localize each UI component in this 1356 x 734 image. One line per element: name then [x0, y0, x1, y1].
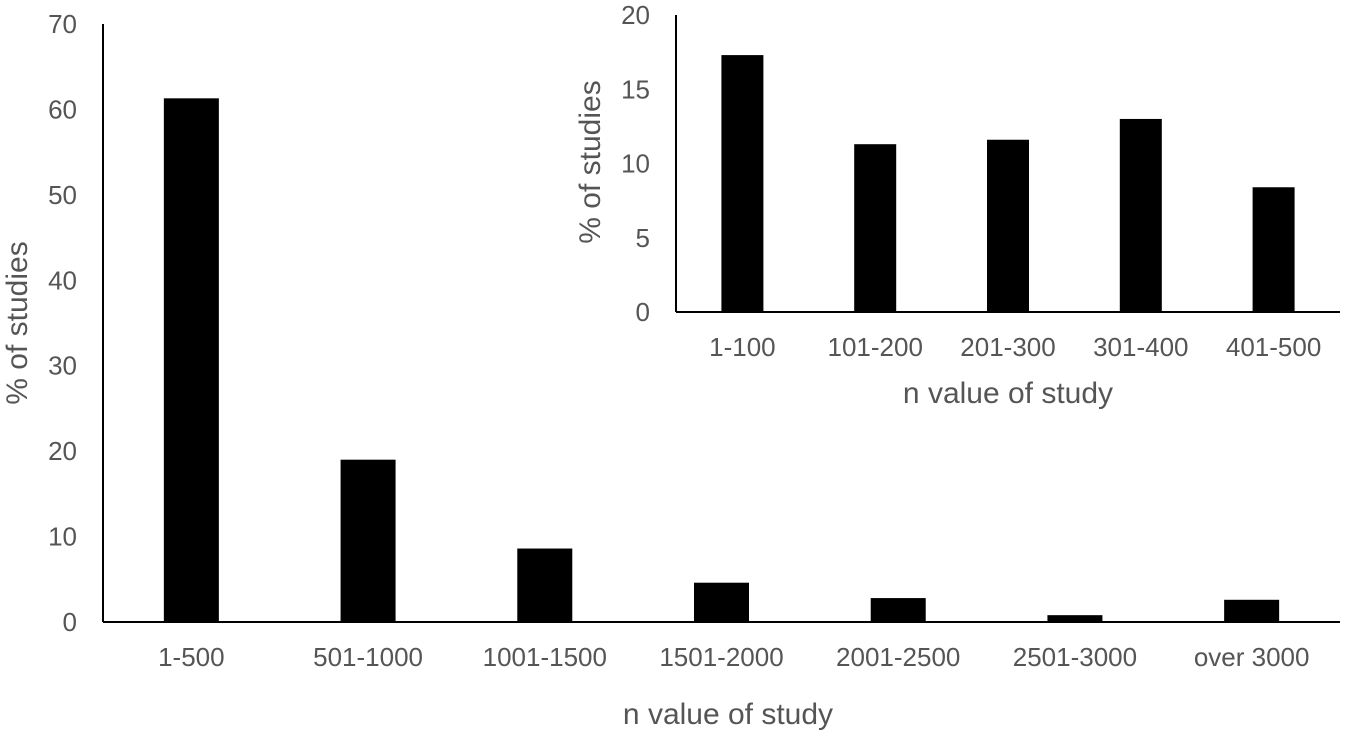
main-bar [340, 459, 396, 622]
inset-x-tick-label: 101-200 [827, 332, 922, 362]
main-y-tick-label: 10 [48, 522, 77, 552]
inset-bar [1119, 118, 1162, 312]
main-chart: 1-500 501-1000 1001-1500 1501-2000 2001-2500… [1, 9, 1340, 731]
inset-bar [721, 55, 764, 312]
main-y-tick-label: 0 [63, 607, 77, 637]
inset-bars [721, 55, 1295, 312]
inset-bar [1252, 187, 1295, 312]
main-bar [1047, 615, 1103, 622]
inset-y-tick-labels: 0 5 10 15 20 [621, 0, 650, 327]
main-y-tick-labels: 0 10 20 30 40 50 60 70 [48, 9, 77, 637]
main-bar [1224, 599, 1280, 622]
main-x-tick-label: 1501-2000 [659, 642, 783, 672]
main-bar [517, 548, 573, 622]
inset-x-tick-label: 301-400 [1093, 332, 1188, 362]
inset-x-tick-label: 201-300 [960, 332, 1055, 362]
inset-y-tick-label: 0 [636, 297, 650, 327]
main-x-tick-label: 2001-2500 [836, 642, 960, 672]
inset-x-tick-label: 401-500 [1226, 332, 1321, 362]
main-x-axis-title: n value of study [623, 698, 833, 731]
main-bar [694, 582, 749, 622]
inset-y-tick-label: 10 [621, 149, 650, 179]
inset-bar [854, 144, 897, 312]
main-x-tick-label: 1001-1500 [483, 642, 607, 672]
main-y-axis-title: % of studies [1, 241, 34, 404]
inset-y-tick-label: 15 [621, 74, 650, 104]
main-y-tick-label: 20 [48, 436, 77, 466]
inset-y-tick-label: 20 [621, 0, 650, 30]
main-bar [870, 598, 926, 622]
main-bar [163, 98, 219, 622]
main-y-tick-label: 30 [48, 351, 77, 381]
main-y-tick-label: 40 [48, 265, 77, 295]
inset-x-tick-labels: 1-100 101-200 201-300 301-400 401-500 [709, 332, 1321, 362]
main-x-tick-labels: 1-500 501-1000 1001-1500 1501-2000 2001-2500… [158, 642, 1309, 672]
main-y-tick-label: 50 [48, 180, 77, 210]
inset-x-tick-label: 1-100 [709, 332, 776, 362]
main-x-tick-label: 501-1000 [313, 642, 423, 672]
inset-x-axis-title: n value of study [903, 377, 1113, 410]
main-y-tick-label: 60 [48, 94, 77, 124]
main-x-tick-label: 1-500 [158, 642, 225, 672]
main-x-tick-label: 2501-3000 [1013, 642, 1137, 672]
inset-chart: 1-100 101-200 201-300 301-400 401-500 0 5 10 15… [574, 0, 1340, 410]
inset-y-tick-label: 5 [636, 223, 650, 253]
inset-y-axis-title: % of studies [574, 80, 607, 243]
main-bars [163, 98, 1280, 622]
inset-bar [987, 139, 1029, 312]
main-x-tick-label: over 3000 [1194, 642, 1310, 672]
main-y-tick-label: 70 [48, 9, 77, 39]
